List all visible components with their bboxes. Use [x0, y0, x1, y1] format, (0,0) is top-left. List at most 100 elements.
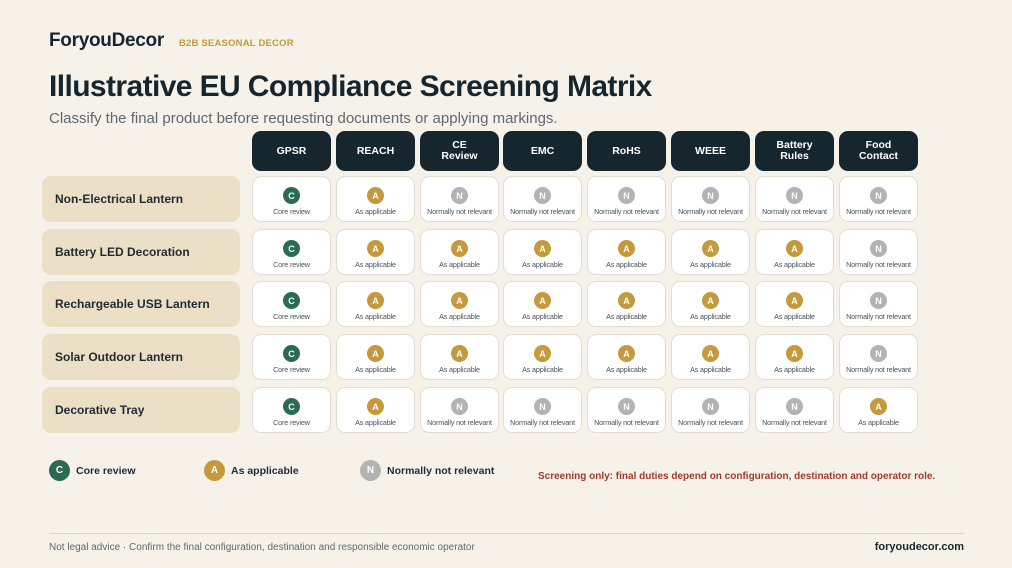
status-badge: A: [367, 292, 384, 309]
legend-not-relevant: N Normally not relevant: [360, 460, 494, 481]
status-label: As applicable: [774, 312, 815, 321]
status-label: As applicable: [439, 312, 480, 321]
status-label: Core review: [273, 260, 310, 269]
status-label: As applicable: [606, 365, 647, 374]
status-badge: N: [870, 345, 887, 362]
matrix-cell: N Normally not relevant: [755, 387, 834, 433]
status-badge: A: [534, 292, 551, 309]
footer-divider: [49, 533, 964, 534]
page-subtitle: Classify the final product before reques…: [49, 110, 558, 127]
matrix-cell: A As applicable: [503, 229, 582, 275]
footer-disclaimer: Not legal advice · Confirm the final con…: [49, 542, 475, 553]
column-header-food-contact: Food Contact: [839, 131, 918, 171]
status-label: As applicable: [355, 207, 396, 216]
status-label: Normally not relevant: [427, 418, 492, 427]
legend-core-label: Core review: [76, 464, 136, 477]
matrix-cell: A As applicable: [336, 387, 415, 433]
matrix-cell: N Normally not relevant: [839, 281, 918, 327]
status-label: Normally not relevant: [846, 312, 911, 321]
matrix-cell: N Normally not relevant: [420, 176, 499, 222]
status-badge: A: [367, 187, 384, 204]
status-label: As applicable: [355, 312, 396, 321]
matrix-cell: A As applicable: [336, 281, 415, 327]
status-badge: A: [367, 398, 384, 415]
matrix-cell: C Core review: [252, 229, 331, 275]
status-badge: A: [786, 240, 803, 257]
matrix-cell: C Core review: [252, 281, 331, 327]
status-label: Core review: [273, 207, 310, 216]
matrix-cell: N Normally not relevant: [671, 176, 750, 222]
status-badge: C: [283, 345, 300, 362]
status-badge: C: [283, 292, 300, 309]
status-label: Core review: [273, 365, 310, 374]
matrix-cell: A As applicable: [755, 334, 834, 380]
legend-applicable-label: As applicable: [231, 464, 299, 477]
matrix-cell: A As applicable: [420, 229, 499, 275]
status-label: Normally not relevant: [846, 260, 911, 269]
status-label: As applicable: [774, 365, 815, 374]
matrix-cell: C Core review: [252, 176, 331, 222]
status-label: As applicable: [690, 260, 731, 269]
matrix-cell: N Normally not relevant: [503, 387, 582, 433]
status-label: Core review: [273, 418, 310, 427]
status-badge: C: [283, 398, 300, 415]
brand-tag: B2B SEASONAL DECOR: [178, 38, 294, 49]
matrix-cell: A As applicable: [587, 334, 666, 380]
status-label: As applicable: [858, 418, 899, 427]
status-label: As applicable: [774, 260, 815, 269]
column-header-gpsr: GPSR: [252, 131, 331, 171]
status-label: As applicable: [522, 312, 563, 321]
matrix-cell: A As applicable: [420, 334, 499, 380]
status-badge: A: [786, 345, 803, 362]
status-badge: A: [451, 345, 468, 362]
legend-applicable: A As applicable: [204, 460, 299, 481]
status-label: Normally not relevant: [762, 418, 827, 427]
row-header-rechargeable-usb-lantern: Rechargeable USB Lantern: [42, 281, 240, 327]
matrix-cell: A As applicable: [671, 229, 750, 275]
matrix-cell: N Normally not relevant: [420, 387, 499, 433]
matrix-cell: A As applicable: [336, 176, 415, 222]
footer-site-link[interactable]: foryoudecor.com: [874, 541, 964, 553]
status-label: Normally not relevant: [427, 207, 492, 216]
status-label: As applicable: [522, 365, 563, 374]
status-badge: N: [786, 398, 803, 415]
status-badge: C: [283, 240, 300, 257]
status-badge: C: [283, 187, 300, 204]
matrix-cell: A As applicable: [671, 334, 750, 380]
status-label: Normally not relevant: [678, 207, 743, 216]
legend-core-badge: C: [49, 460, 70, 481]
matrix-cell: A As applicable: [420, 281, 499, 327]
status-badge: N: [534, 187, 551, 204]
column-header-battery-rules: Battery Rules: [755, 131, 834, 171]
status-badge: A: [702, 240, 719, 257]
legend-core: C Core review: [49, 460, 136, 481]
matrix-cell: A As applicable: [755, 229, 834, 275]
column-header-ce-review: CE Review: [420, 131, 499, 171]
status-badge: N: [451, 187, 468, 204]
status-label: Normally not relevant: [678, 418, 743, 427]
status-badge: N: [534, 398, 551, 415]
status-label: As applicable: [522, 260, 563, 269]
matrix-cell: N Normally not relevant: [587, 176, 666, 222]
status-badge: A: [618, 240, 635, 257]
status-label: Normally not relevant: [510, 207, 575, 216]
status-label: Normally not relevant: [762, 207, 827, 216]
status-label: Normally not relevant: [594, 207, 659, 216]
row-header-decorative-tray: Decorative Tray: [42, 387, 240, 433]
status-badge: A: [534, 345, 551, 362]
status-badge: N: [870, 240, 887, 257]
status-badge: A: [786, 292, 803, 309]
legend-not-relevant-label: Normally not relevant: [387, 464, 495, 477]
matrix-cell: A As applicable: [671, 281, 750, 327]
status-label: Normally not relevant: [846, 207, 911, 216]
matrix-cell: A As applicable: [587, 229, 666, 275]
row-header-battery-led-decoration: Battery LED Decoration: [42, 229, 240, 275]
matrix-cell: N Normally not relevant: [671, 387, 750, 433]
status-label: Normally not relevant: [846, 365, 911, 374]
status-badge: A: [618, 345, 635, 362]
status-label: As applicable: [606, 312, 647, 321]
status-badge: A: [618, 292, 635, 309]
status-label: As applicable: [439, 260, 480, 269]
status-badge: A: [451, 240, 468, 257]
matrix-cell: N Normally not relevant: [503, 176, 582, 222]
